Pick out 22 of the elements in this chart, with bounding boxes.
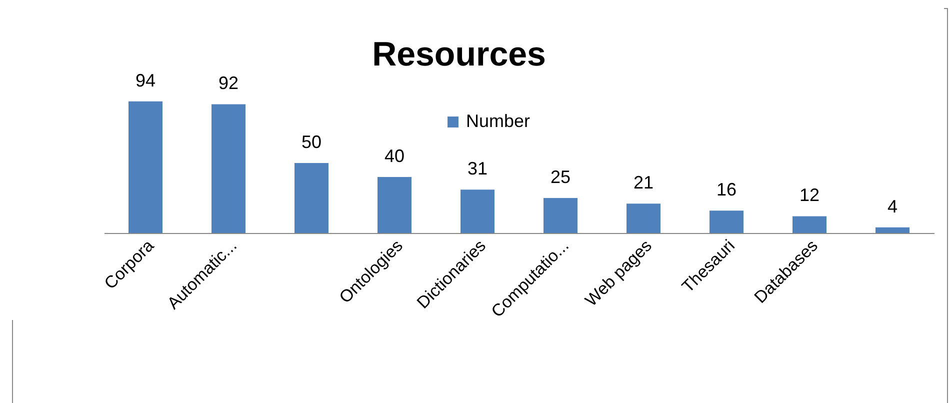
bar	[460, 190, 494, 233]
bar	[792, 216, 826, 233]
data-label: 40	[384, 146, 405, 166]
bar	[212, 104, 246, 233]
data-label: 21	[633, 172, 654, 193]
bar	[876, 227, 910, 233]
bar	[544, 198, 578, 233]
data-label: 94	[135, 70, 156, 90]
data-label: 92	[218, 73, 239, 94]
data-label: 12	[799, 185, 820, 206]
bar	[710, 210, 744, 233]
data-label: 50	[301, 132, 322, 152]
bar	[294, 163, 328, 233]
bar	[378, 177, 412, 233]
bar	[626, 204, 660, 233]
bar	[128, 101, 162, 233]
data-label: 25	[550, 167, 571, 187]
data-label: 16	[716, 180, 737, 200]
chart-title: Resources	[372, 35, 546, 74]
data-label: 31	[467, 158, 488, 179]
data-label: 4	[887, 196, 898, 216]
legend-label: Number	[466, 111, 530, 131]
